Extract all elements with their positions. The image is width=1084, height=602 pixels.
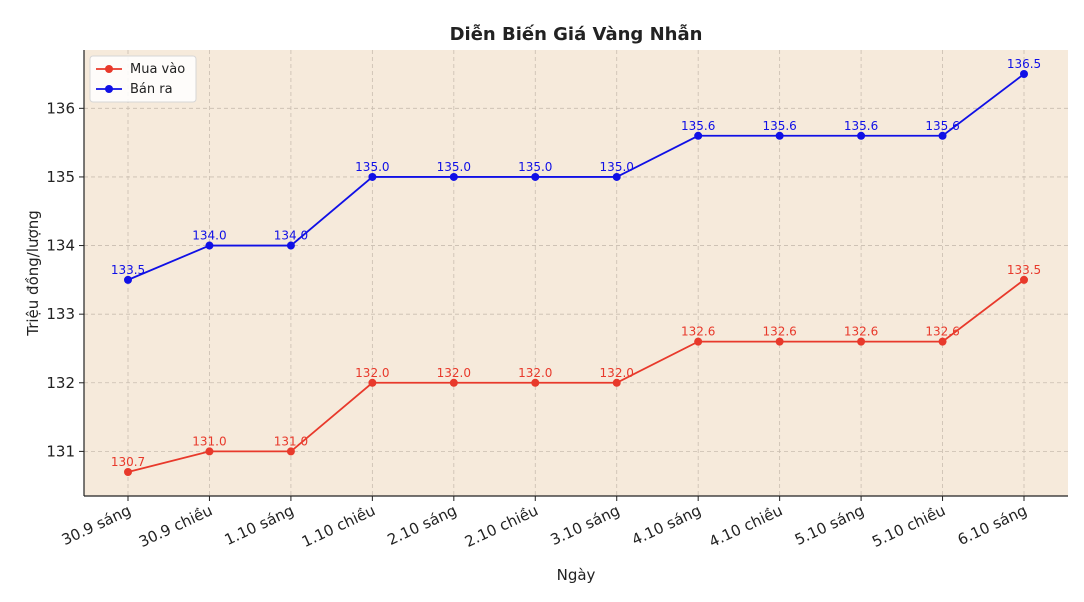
data-label: 132.6: [844, 325, 878, 339]
y-ticks: 131 132 133 134 135 136: [46, 99, 84, 460]
series-group: 130.7 131.0 131.0 132.0 132.0 132.0 132.0 132.6…: [111, 57, 1041, 476]
data-point: [286, 241, 295, 250]
y-tick-label: 135: [46, 168, 75, 186]
legend: Mua vào Bán ra: [89, 55, 197, 103]
y-tick-label: 132: [46, 374, 75, 392]
data-label: 135.0: [437, 160, 471, 174]
data-label: 132.6: [925, 325, 959, 339]
data-point: [368, 378, 377, 387]
data-point: [205, 241, 214, 250]
data-point: [531, 172, 540, 181]
x-tick-label: 2.10 sáng: [385, 501, 460, 549]
data-point: [938, 131, 947, 140]
data-label: 135.6: [762, 119, 796, 133]
data-label: 132.6: [762, 325, 796, 339]
x-axis-label: Ngày: [557, 566, 596, 584]
y-tick-label: 136: [46, 99, 75, 117]
series-2: 133.5 134.0 134.0 135.0 135.0 135.0 135.0 135.6…: [111, 57, 1041, 284]
x-tick-label: 4.10 chiều: [706, 501, 785, 551]
axes: [83, 50, 1068, 497]
data-point: [368, 172, 377, 181]
x-tick-label: 5.10 chiều: [869, 501, 948, 551]
x-tick-label: 6.10 sáng: [955, 501, 1030, 549]
data-point: [775, 131, 784, 140]
legend-marker: [105, 85, 113, 93]
x-tick-label: 1.10 sáng: [222, 501, 297, 549]
x-tick-label: 4.10 sáng: [629, 501, 704, 549]
data-point: [612, 172, 621, 181]
data-label: 132.0: [600, 366, 634, 380]
chart-title: Diễn Biến Giá Vàng Nhẫn: [450, 23, 703, 45]
x-tick-label: 30.9 chiều: [136, 501, 215, 551]
x-tick-label: 2.10 chiều: [462, 501, 541, 551]
data-label: 131.0: [274, 434, 308, 448]
data-point: [449, 378, 458, 387]
data-point: [938, 337, 947, 346]
plot-background: [84, 50, 1068, 496]
data-point: [1020, 70, 1028, 79]
data-label: 135.0: [518, 160, 552, 174]
data-point: [775, 337, 784, 346]
series-line: [127, 73, 1025, 281]
data-label: 134.0: [192, 229, 226, 243]
data-point: [124, 275, 132, 284]
data-label: 132.0: [355, 366, 389, 380]
data-point: [857, 337, 866, 346]
legend-box: [89, 55, 197, 103]
y-tick-label: 133: [46, 305, 75, 323]
data-label: 136.5: [1007, 57, 1041, 71]
data-label: 135.6: [844, 119, 878, 133]
series-1: 130.7 131.0 131.0 132.0 132.0 132.0 132.0 132.6…: [111, 263, 1041, 476]
data-point: [1020, 275, 1028, 284]
data-label: 132.6: [681, 325, 715, 339]
data-point: [694, 131, 703, 140]
data-label: 134.0: [274, 229, 308, 243]
x-tick-label: 5.10 sáng: [792, 501, 867, 549]
legend-entry-label: Bán ra: [130, 82, 173, 97]
data-label: 131.0: [192, 434, 226, 448]
data-point: [531, 378, 540, 387]
data-point: [694, 337, 703, 346]
y-tick-label: 134: [46, 237, 75, 255]
data-label: 135.0: [600, 160, 634, 174]
x-ticks: 30.9 sáng 30.9 chiều 1.10 sáng 1.10 chiều 2.…: [59, 496, 1030, 551]
data-point: [612, 378, 621, 387]
data-point: [449, 172, 458, 181]
x-tick-label: 3.10 sáng: [548, 501, 623, 549]
data-label: 130.7: [111, 455, 145, 469]
data-label: 132.0: [437, 366, 471, 380]
x-tick-label: 1.10 chiều: [299, 501, 378, 551]
data-label: 133.5: [1007, 263, 1041, 277]
data-label: 133.5: [111, 263, 145, 277]
data-point: [286, 447, 295, 456]
data-point: [205, 447, 214, 456]
x-tick-label: 30.9 sáng: [59, 501, 134, 549]
series-line: [127, 279, 1025, 473]
y-axis-label: Triệu đồng/lượng: [24, 210, 42, 336]
data-label: 135.6: [925, 119, 959, 133]
data-label: 135.0: [355, 160, 389, 174]
data-point: [857, 131, 866, 140]
data-label: 132.0: [518, 366, 552, 380]
legend-entry-label: Mua vào: [130, 62, 185, 77]
data-point: [124, 467, 132, 476]
y-tick-label: 131: [46, 442, 75, 460]
data-label: 135.6: [681, 119, 715, 133]
legend-marker: [105, 65, 113, 73]
